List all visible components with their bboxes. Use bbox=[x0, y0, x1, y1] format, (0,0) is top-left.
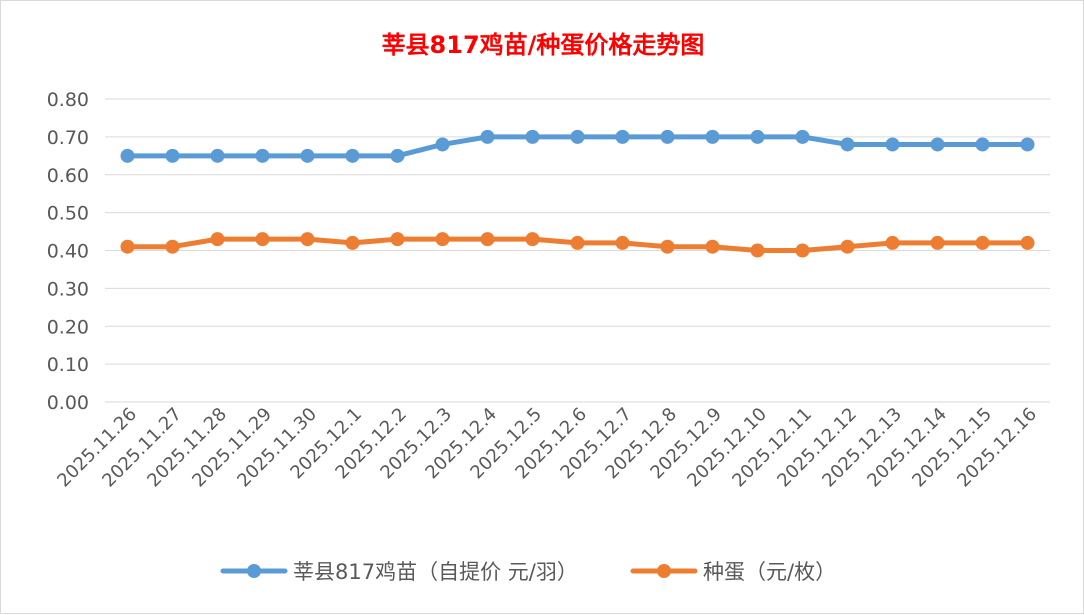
data-point bbox=[570, 235, 585, 250]
data-point bbox=[525, 129, 540, 144]
grid-lines bbox=[105, 98, 1050, 403]
data-point bbox=[840, 137, 855, 152]
y-tick-label: 0.80 bbox=[47, 89, 89, 111]
data-point bbox=[120, 148, 135, 163]
data-point bbox=[345, 148, 360, 163]
y-tick-label: 0.10 bbox=[47, 354, 89, 376]
legend-entry-label: 种蛋（元/枚） bbox=[703, 560, 836, 584]
data-point bbox=[435, 137, 450, 152]
y-tick-label: 0.50 bbox=[47, 203, 89, 225]
y-tick-label: 0.70 bbox=[47, 127, 89, 149]
data-point bbox=[795, 243, 810, 258]
legend-swatch-marker bbox=[247, 564, 261, 578]
series-group bbox=[120, 129, 1035, 258]
data-point bbox=[840, 239, 855, 254]
data-point bbox=[750, 243, 765, 258]
data-point bbox=[525, 232, 540, 247]
data-point bbox=[930, 235, 945, 250]
data-point bbox=[975, 137, 990, 152]
chart-title: 莘县817鸡苗/种蛋价格走势图 bbox=[382, 31, 705, 59]
y-tick-label: 0.30 bbox=[47, 278, 89, 300]
y-axis-ticks: 0.00 0.10 0.20 0.30 0.40 0.50 0.60 0.70 0.80 bbox=[47, 89, 89, 414]
data-point bbox=[795, 129, 810, 144]
y-tick-label: 0.20 bbox=[47, 316, 89, 338]
data-point bbox=[345, 235, 360, 250]
data-point bbox=[300, 148, 315, 163]
data-point bbox=[255, 232, 270, 247]
data-point bbox=[165, 239, 180, 254]
y-tick-label: 0.40 bbox=[47, 241, 89, 263]
data-point bbox=[705, 129, 720, 144]
legend-entry-label: 莘县817鸡苗（自提价 元/羽） bbox=[293, 560, 578, 584]
data-point bbox=[435, 232, 450, 247]
data-point bbox=[300, 232, 315, 247]
data-point bbox=[1020, 137, 1035, 152]
data-point bbox=[885, 137, 900, 152]
data-point bbox=[750, 129, 765, 144]
data-point bbox=[660, 239, 675, 254]
data-point bbox=[660, 129, 675, 144]
data-point bbox=[390, 148, 405, 163]
data-point bbox=[165, 148, 180, 163]
data-point bbox=[1020, 235, 1035, 250]
data-point bbox=[615, 235, 630, 250]
data-point bbox=[390, 232, 405, 247]
data-point bbox=[210, 148, 225, 163]
data-point bbox=[615, 129, 630, 144]
legend: 莘县817鸡苗（自提价 元/羽） 种蛋（元/枚） bbox=[220, 560, 836, 584]
data-point bbox=[885, 235, 900, 250]
data-point bbox=[255, 148, 270, 163]
y-tick-label: 0.00 bbox=[47, 392, 89, 414]
data-point bbox=[975, 235, 990, 250]
data-point bbox=[705, 239, 720, 254]
legend-swatch-marker bbox=[657, 564, 671, 578]
data-point bbox=[210, 232, 225, 247]
data-point bbox=[480, 232, 495, 247]
data-point bbox=[480, 129, 495, 144]
data-point bbox=[570, 129, 585, 144]
y-tick-label: 0.60 bbox=[47, 165, 89, 187]
data-point bbox=[930, 137, 945, 152]
x-axis-ticks: 2025.11.262025.11.272025.11.282025.11.29… bbox=[53, 404, 1041, 492]
data-point bbox=[120, 239, 135, 254]
